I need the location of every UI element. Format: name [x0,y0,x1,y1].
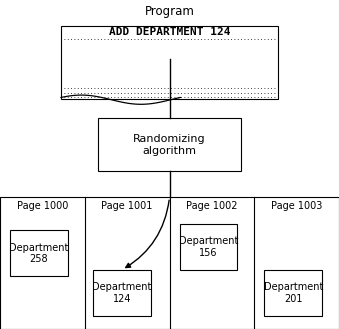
Text: Department
156: Department 156 [179,236,238,258]
Text: ADD DEPARTMENT 124: ADD DEPARTMENT 124 [109,27,230,37]
Text: Program: Program [144,5,195,18]
Bar [264,270,322,316]
Bar [10,230,68,276]
Text: Page 1000: Page 1000 [17,201,68,211]
Bar [98,118,241,171]
Text: Page 1002: Page 1002 [186,201,238,211]
Text: Randomizing
algorithm: Randomizing algorithm [133,134,206,156]
Bar [93,270,151,316]
Text: Department
124: Department 124 [92,282,152,304]
Text: Department
258: Department 258 [9,242,69,264]
Text: Department
201: Department 201 [263,282,323,304]
Bar [61,26,278,99]
Text: Page 1001: Page 1001 [101,201,153,211]
Bar [180,224,237,270]
Text: Page 1003: Page 1003 [271,201,322,211]
Bar [0,197,339,329]
